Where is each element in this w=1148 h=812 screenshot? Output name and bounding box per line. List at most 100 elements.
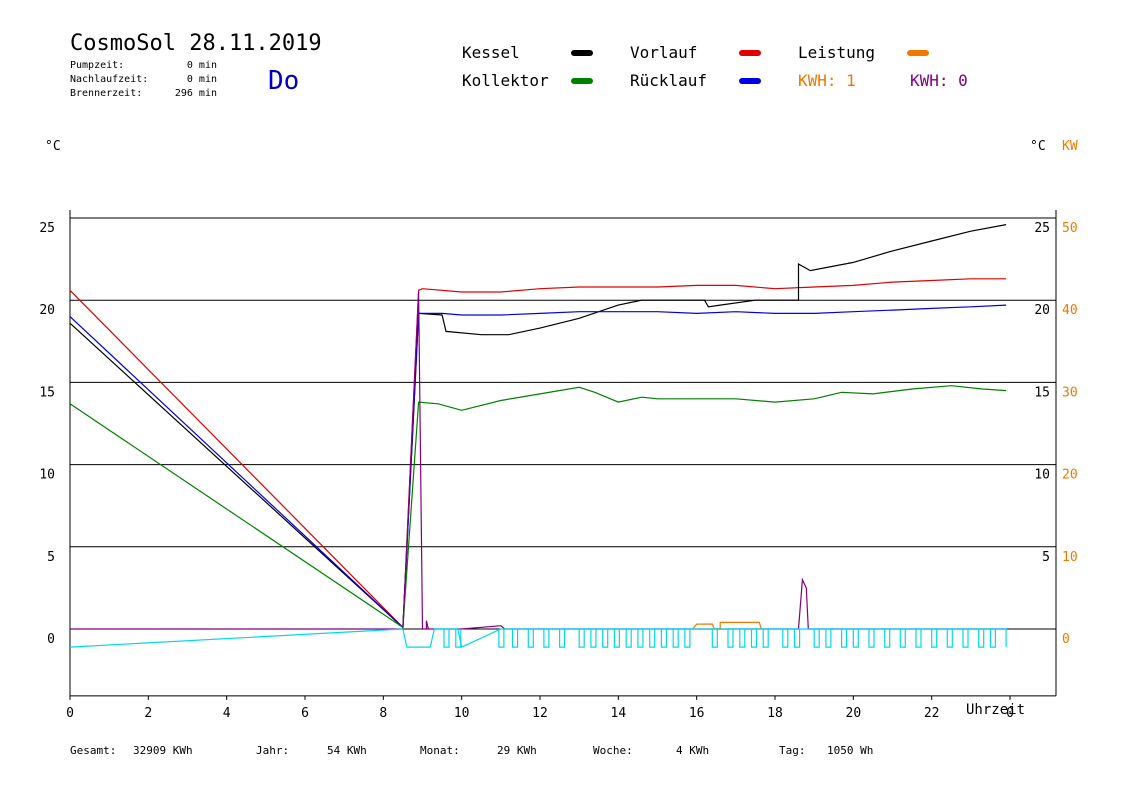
pump-pulse [825,629,832,648]
pump-pulse [672,629,679,648]
x-tick-label: 6 [301,706,309,721]
y-tick-label-right-temp: 15 [1034,385,1050,400]
right-axis-unit-kw: KW [1062,139,1078,154]
pump-pulse [915,629,922,648]
series-lines [69,224,1007,648]
x-tick-label: 20 [846,706,862,721]
series-line [70,291,1007,630]
y-tick-label-right-kw: 10 [1062,550,1078,565]
weekday: Do [268,66,299,96]
y-tick-label-right-kw: 50 [1062,221,1078,236]
x-tick-label: 10 [454,706,470,721]
series-line [692,621,762,630]
pump-pulse [590,629,597,648]
footer-label: Tag: [779,744,806,757]
time-label: Pumpzeit: [70,60,124,71]
pump-pulse [602,629,609,648]
time-value: 296 min [175,88,217,99]
time-value: 0 min [187,74,217,85]
footer-value: 32909 KWh [133,744,193,757]
right-axis-unit: °C [1030,139,1046,154]
legend-kwh: KWH: 1 [798,71,856,90]
x-tick-label: 4 [223,706,231,721]
pump-pulse [637,629,644,648]
footer-label: Woche: [593,744,633,757]
x-tick-label: 8 [379,706,387,721]
pump-pulse [750,629,758,648]
pump-pulse [989,629,997,648]
y-tick-label-right-temp: 10 [1034,468,1050,483]
legend: Kessel Vorlauf Leistung Kollektor Rücklauf KW… [462,43,968,90]
footer-value: 4 KWh [676,744,709,757]
pump-pulse [946,629,953,648]
x-tick-label: 12 [532,706,548,721]
pump-pulse [727,629,734,648]
pump-pulse [625,629,632,648]
y-tick-label-right-temp: 20 [1034,303,1050,318]
pump-pulse [443,629,450,648]
y-tick-label-right-kw: 30 [1062,385,1078,400]
time-label: Nachlaufzeit: [70,74,148,85]
series-line [69,385,1007,629]
series-line [69,224,1007,629]
footer-label: Jahr: [256,744,289,757]
x-tick-label: 0 [66,706,74,721]
time-stats: Pumpzeit: 0 min Nachlaufzeit: 0 min Brennerz… [70,60,217,99]
legend-label: Leistung [798,43,875,62]
pump-pulse [511,629,519,648]
y-tick-label-left: 5 [47,550,55,565]
x-axis-label: Uhrzeit [966,702,1025,718]
y-tick-label-right-temp: 25 [1034,221,1050,236]
left-axis-unit: °C [45,139,61,154]
y-tick-label-right-kw: 0 [1062,632,1070,647]
time-value: 0 min [187,60,217,71]
pump-pulse [543,629,550,648]
series-line [69,278,1007,629]
legend-kwh: KWH: 0 [910,71,968,90]
pump-pulse [455,629,462,648]
pump-pulse [978,629,985,648]
y-tick-label-right-kw: 20 [1062,468,1078,483]
footer-value: 54 KWh [327,744,367,757]
pump-pulse [762,629,769,648]
y-tick-label-left: 25 [39,221,55,236]
footer-label: Gesamt: [70,744,116,757]
grid [70,217,1056,630]
pump-pulse [684,629,691,648]
axes [69,210,1057,697]
page-title: CosmoSol 28.11.2019 [70,31,322,56]
x-tick-label: 0 [1006,706,1014,721]
pump-pulse [498,629,505,648]
series-line [69,304,1007,629]
pump-pulse [613,629,621,648]
y-tick-label-left: 10 [39,468,55,483]
pump-pulse [649,629,656,648]
footer-stats: Gesamt: 32909 KWh Jahr: 54 KWh Monat: 29 KWh W… [70,744,873,757]
x-tick-label: 2 [144,706,152,721]
pump-pulse [813,629,820,648]
pump-pulse [884,629,891,648]
y-tick-label-right-kw: 40 [1062,303,1078,318]
pump-pulse [852,629,859,648]
pump-pulse [739,629,746,648]
header: CosmoSol 28.11.2019 Do Pumpzeit: 0 min Nac… [70,31,322,99]
pump-pulse [962,629,969,648]
x-tick-label: 14 [611,706,627,721]
time-label: Brennerzeit: [70,88,142,99]
tick-labels: 0 2 4 6 8 10 12 14 16 18 20 22 0 0 5 10 15 20 25 5 10 15 20 25 0… [39,221,1077,721]
axis-units: °C °C KW Uhrzeit [45,139,1078,718]
y-tick-label-right-temp: 5 [1042,550,1050,565]
y-tick-label-left: 15 [39,385,55,400]
pump-pulse [868,629,875,648]
series-line [69,628,1007,648]
legend-label: Vorlauf [630,43,697,62]
pump-pulse [782,629,789,648]
x-tick-label: 18 [767,706,783,721]
pump-pulse [899,629,906,648]
legend-label: Kessel [462,43,520,62]
legend-label: Kollektor [462,71,549,90]
y-tick-label-left: 0 [47,632,55,647]
pump-pulse [931,629,938,648]
pump-pulse [660,629,668,648]
